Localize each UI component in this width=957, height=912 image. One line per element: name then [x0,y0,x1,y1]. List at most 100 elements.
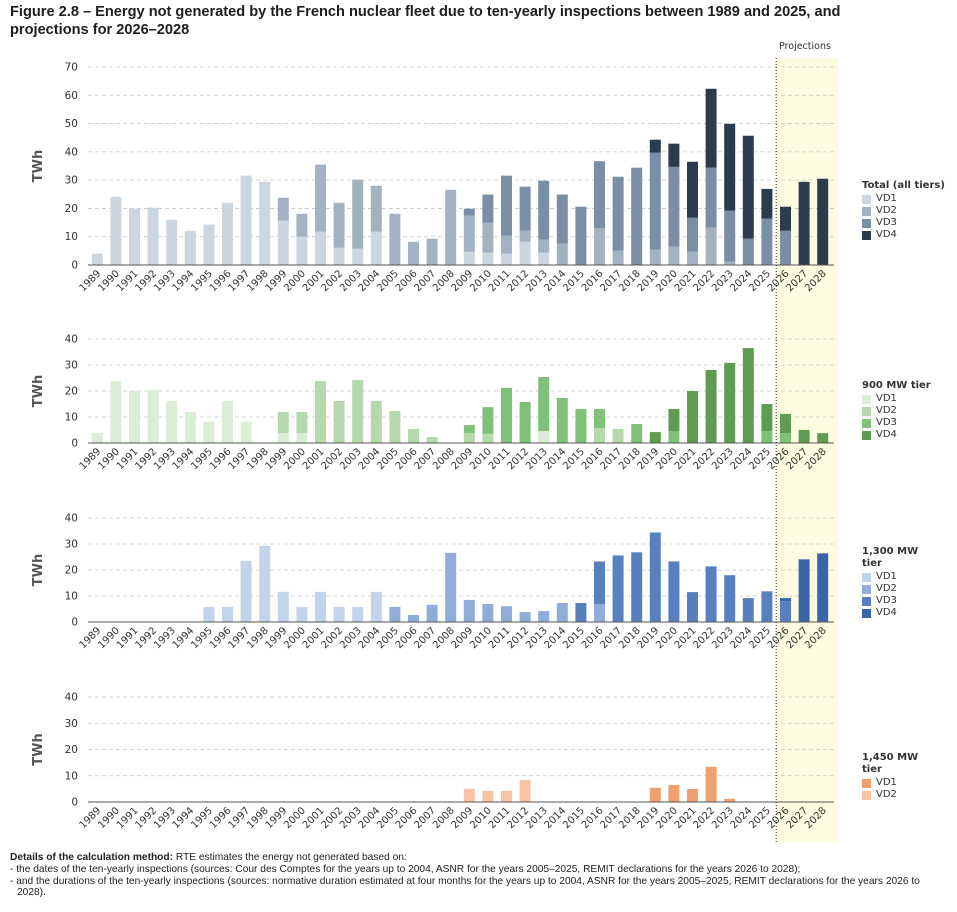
bar-vd4-2026 [780,598,791,602]
legend-item: VD1 [862,193,952,205]
bar-vd2-1999 [277,197,289,221]
legend-chart-2: 900 MW tier VD1 VD2 VD3 VD4 [862,380,952,441]
bar-vd2-2004 [370,400,382,443]
bar-vd4-2019 [649,139,661,153]
footer-notes: Details of the calculation method: RTE e… [10,852,950,899]
bar-vd2-2003 [352,179,364,249]
bar-vd1-1989 [91,433,103,443]
bar-vd2-2021 [687,251,698,265]
bar-vd1-1998 [259,545,271,622]
bar-vd4-2024 [742,135,754,239]
bar-vd4-2022 [705,369,717,443]
legend-item: VD1 [862,777,952,789]
y-tick-label: 30 [65,360,78,372]
bar-vd2-2001 [315,164,326,232]
y-tick-label: 40 [65,692,78,704]
bar-vd1-1995 [203,224,215,265]
bar-vd3-2015 [575,603,587,622]
legend-item: VD4 [862,607,952,619]
bar-vd4-2025 [761,188,773,219]
y-axis-label: TWh [31,375,46,407]
y-tick-label: 30 [65,539,78,551]
bar-vd3-2014 [556,194,568,244]
bar-vd1-1991 [129,208,140,265]
y-axis-label: TWh [31,150,46,182]
bar-vd1-1994 [184,230,196,265]
bar-vd2-2023 [724,261,736,265]
legend-swatch [862,394,871,404]
chart-3: 010203040TWh1989199019911992199319941995… [31,513,834,651]
bar-vd2-2010 [482,433,494,443]
bar-vd1-2023 [724,798,736,802]
bar-vd3-2025 [761,218,773,265]
bar-vd3-2026 [780,601,791,622]
bar-vd2-2005 [389,411,401,443]
y-tick-label: 0 [71,617,78,629]
bar-vd2-2005 [389,606,401,622]
bar-vd3-2018 [631,167,643,265]
legend-label: VD2 [876,405,897,416]
bar-vd2-2007 [426,437,438,443]
bar-vd1-2010 [482,252,494,265]
bar-vd3-2023 [724,575,736,622]
bar-vd1-2004 [370,231,382,265]
bar-vd3-2024 [742,598,754,622]
y-tick-label: 40 [65,334,78,346]
bar-vd4-2028 [817,178,829,265]
bar-vd2-2012 [519,230,531,242]
bar-vd4-2028 [817,553,829,622]
legend-item: VD2 [862,205,952,217]
legend-label: VD4 [876,607,897,618]
bar-vd1-2021 [687,788,698,802]
bar-vd3-2013 [538,376,550,432]
legend-item: VD1 [862,393,952,405]
legend-title: 900 MW tier [862,380,931,391]
bar-vd3-2012 [519,401,531,443]
bar-vd1-2022 [705,766,717,802]
bar-vd3-2012 [519,186,531,231]
y-tick-label: 20 [65,386,78,398]
bar-vd1-1989 [91,253,103,265]
legend-swatch [862,418,871,428]
bar-vd2-2004 [370,185,382,232]
bar-vd1-2001 [315,591,326,622]
bar-vd2-2020 [668,246,680,265]
bar-vd1-2002 [333,606,345,622]
legend-swatch [862,206,871,216]
bar-vd1-1999 [277,220,289,265]
chart-4: 010203040TWh1989199019911992199319941995… [31,692,834,831]
bar-vd1-2011 [501,253,512,265]
bar-vd3-2025 [761,591,773,622]
bar-vd4-2023 [724,123,736,211]
legend-label: VD1 [876,393,897,404]
legend-label: VD2 [876,205,897,216]
bar-vd3-2009 [463,425,475,434]
bar-vd2-2022 [705,227,717,265]
bar-vd4-2027 [798,559,810,622]
bar-vd2-2017 [612,250,624,265]
footer-lead-line: Details of the calculation method: RTE e… [10,852,950,864]
bar-vd2-2006 [408,428,419,443]
bar-vd4-2027 [798,181,810,265]
bar-vd1-2001 [315,231,326,265]
bar-vd1-1990 [110,196,122,265]
bar-vd1-2009 [463,251,475,265]
bar-vd3-2016 [594,161,605,228]
legend-item: VD3 [862,595,952,607]
bar-vd3-2020 [668,561,680,622]
y-axis-label: TWh [31,733,46,765]
bar-vd2-2009 [463,788,475,802]
bar-vd1-1995 [203,606,215,622]
y-tick-label: 0 [71,260,78,272]
bar-vd2-2017 [612,428,624,443]
bar-vd4-2022 [705,88,717,168]
bar-vd4-2021 [687,161,698,218]
legend-title: 1,300 MW tier [862,546,919,569]
legend-title: 1,450 MW tier [862,752,919,775]
legend-swatch [862,790,871,800]
bar-vd3-2014 [556,398,568,443]
bar-vd2-2016 [594,604,605,622]
y-tick-label: 30 [65,175,78,187]
bar-vd2-2009 [463,599,475,622]
